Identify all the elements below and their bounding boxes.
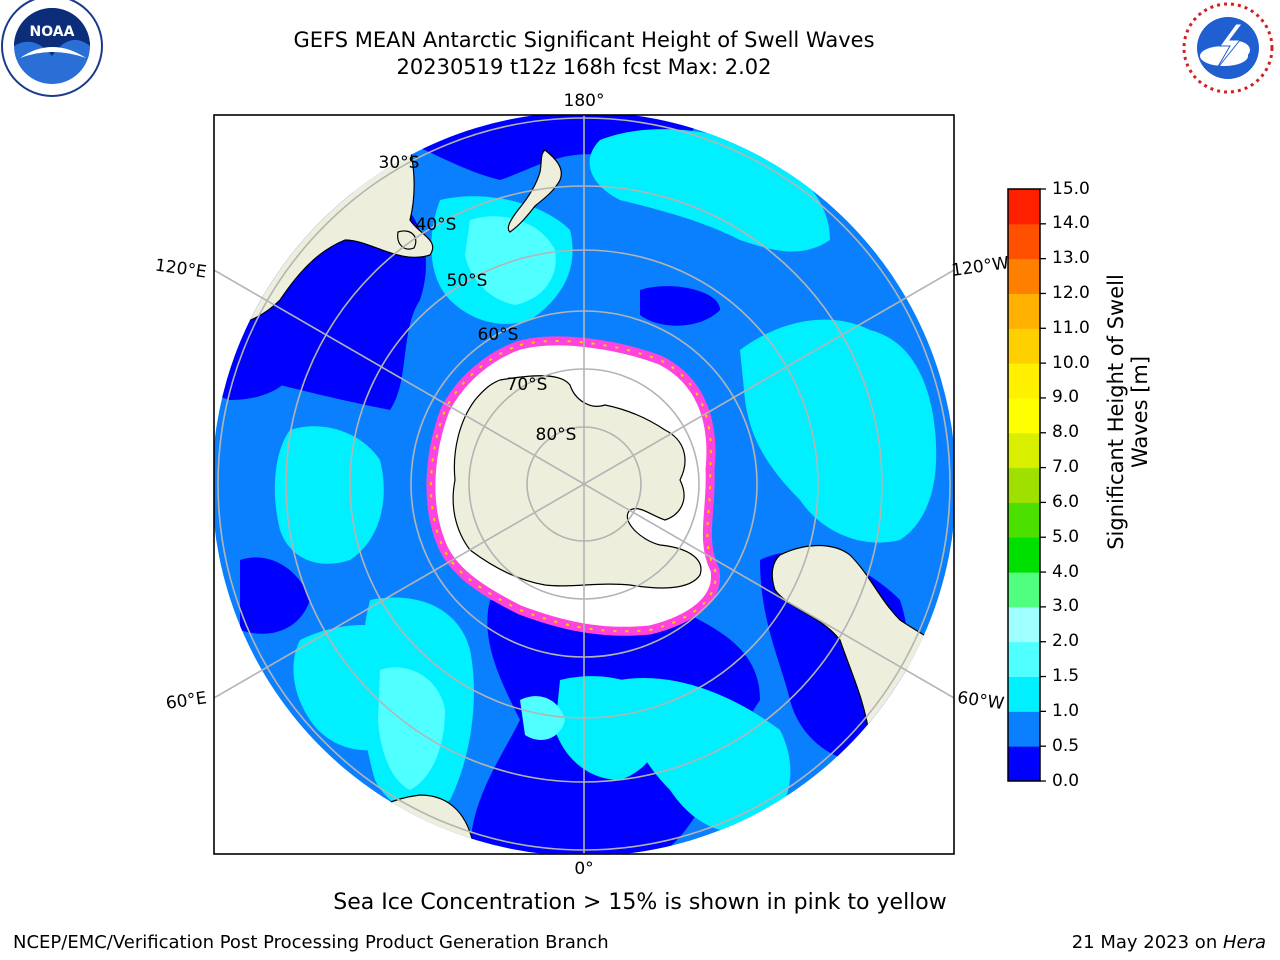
colorbar-bin [1008, 432, 1040, 469]
longitude-grid [214, 115, 954, 854]
colorbar-tick-label: 10.0 [1052, 352, 1090, 373]
lat-label-60s: 60°S [478, 325, 519, 345]
colorbar-bin [1008, 502, 1040, 538]
colorbar-bin [1008, 676, 1040, 712]
colorbar-bin [1008, 258, 1040, 294]
colorbar-tick-label: 14.0 [1052, 213, 1090, 234]
colorbar-bin [1008, 363, 1040, 399]
chart-subtitle: 20230519 t12z 168h fcst Max: 2.02 [396, 55, 772, 79]
sea-ice-edge-yellow [429, 340, 717, 633]
lat-label-80s: 80°S [536, 425, 577, 445]
lon-label-120e: 120°E [154, 256, 208, 283]
colorbar-label: Significant Height of Swell Waves [m] [1104, 274, 1152, 550]
colorbar-bin [1008, 467, 1040, 503]
footer-credit: NCEP/EMC/Verification Post Processing Pr… [13, 932, 609, 953]
colorbar-bin [1008, 189, 1040, 225]
map-frame [213, 114, 955, 855]
lon-label-0: 0° [574, 859, 593, 879]
colorbar-tick-label: 9.0 [1052, 387, 1080, 408]
colorbar-bin [1008, 537, 1040, 573]
colorbar-tick-label: 0.0 [1052, 770, 1080, 791]
antarctica-land [452, 375, 702, 589]
colorbar-bin [1008, 606, 1040, 643]
lat-label-70s: 70°S [507, 375, 548, 395]
lon-label-180: 180° [564, 91, 605, 111]
sea-ice-note: Sea Ice Concentration > 15% is shown in … [333, 890, 947, 915]
colorbar-tick-label: 6.0 [1052, 491, 1080, 512]
colorbar-tick-label: 8.0 [1052, 422, 1080, 443]
colorbar-tick-label: 11.0 [1052, 317, 1090, 338]
colorbar-tick-label: 0.5 [1052, 735, 1080, 756]
colorbar-bin [1008, 328, 1040, 364]
colorbar-tick-label: 2.0 [1052, 631, 1080, 652]
lon-label-60w: 60°W [956, 688, 1005, 714]
colorbar-bin [1008, 293, 1040, 329]
lon-label-60e: 60°E [165, 688, 208, 713]
colorbar-tick-label: 12.0 [1052, 282, 1090, 303]
colorbar-bin [1008, 711, 1040, 747]
colorbar-tick-label: 1.0 [1052, 700, 1080, 721]
colorbar-bin [1008, 397, 1040, 434]
colorbar-bin [1008, 223, 1040, 260]
colorbar-bin [1008, 572, 1040, 608]
footer-date: 21 May 2023 on Hera [1071, 932, 1266, 953]
noaa-logo-icon: NOAA [1, 0, 103, 97]
colorbar [1007, 188, 1046, 782]
noaa-logo-text: NOAA [30, 24, 75, 40]
colorbar-tick-label: 15.0 [1052, 178, 1090, 199]
colorbar-tick-label: 13.0 [1052, 248, 1090, 269]
colorbar-border [1007, 188, 1041, 782]
lat-label-50s: 50°S [447, 271, 488, 291]
nws-logo-icon [1181, 1, 1275, 95]
chart-title: GEFS MEAN Antarctic Significant Height o… [293, 28, 875, 52]
colorbar-tick-label: 1.5 [1052, 666, 1080, 687]
colorbar-tick-label: 5.0 [1052, 526, 1080, 547]
colorbar-tick-label: 4.0 [1052, 561, 1080, 582]
colorbar-tick-label: 3.0 [1052, 596, 1080, 617]
colorbar-bin [1008, 746, 1040, 782]
colorbar-tick-label: 7.0 [1052, 457, 1080, 478]
high-swell-regions [378, 216, 565, 790]
lat-label-30s: 30°S [379, 153, 420, 173]
colorbar-bin [1008, 641, 1040, 678]
lat-label-40s: 40°S [416, 215, 457, 235]
